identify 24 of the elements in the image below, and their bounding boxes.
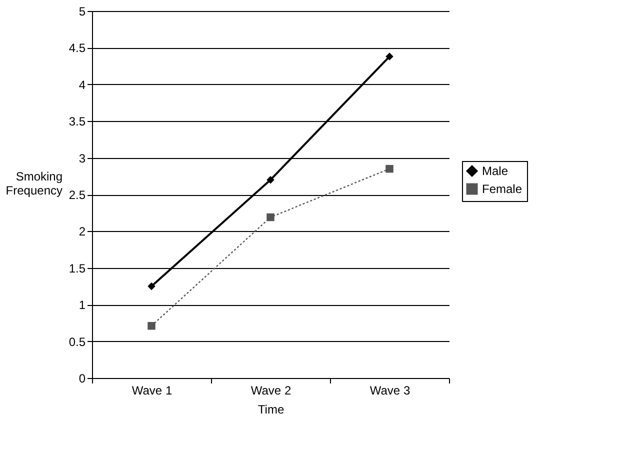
y-tick-label: 5 (78, 4, 86, 18)
x-tick-label: Wave 2 (250, 384, 292, 398)
point (386, 52, 394, 60)
legend-label: Female (482, 182, 522, 196)
point (148, 322, 156, 330)
y-tick-label: 1.5 (68, 261, 86, 276)
x-tick-label: Wave 3 (370, 384, 410, 398)
point (266, 176, 274, 184)
y-tick-label: 3 (78, 151, 86, 166)
y-axis-title: Smoking Frequency (6, 170, 62, 198)
x-tick-label: Wave 1 (132, 384, 172, 398)
y-tick-label: 2 (78, 224, 86, 239)
point (266, 213, 274, 222)
y-tick-label: 0.5 (68, 334, 86, 349)
y-tick-label: 4 (78, 78, 86, 92)
point (148, 282, 156, 290)
x-axis-title: Time (258, 402, 284, 416)
y-tick-label: 2.5 (68, 188, 86, 202)
y-tick-label: 4.5 (68, 41, 86, 56)
y-tick-label: 3.5 (68, 114, 86, 129)
y-tick-label: 1 (78, 298, 86, 312)
y-tick-label: 0 (78, 372, 86, 386)
point (386, 164, 394, 173)
legend-label: Male (482, 164, 508, 178)
